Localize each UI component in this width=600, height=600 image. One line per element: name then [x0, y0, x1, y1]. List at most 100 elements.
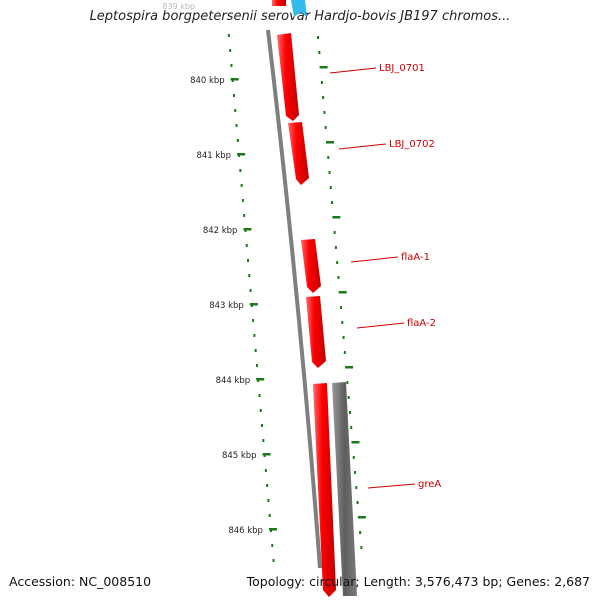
outer-ring-tick: [328, 171, 331, 174]
ruler-major-tick: [243, 228, 252, 231]
outer-ring-tick: [351, 441, 360, 444]
gene-arrow-greA: [313, 383, 336, 597]
outer-ring-tick: [356, 501, 359, 504]
outer-ring-tick: [338, 291, 347, 294]
outer-ring-tick: [334, 246, 337, 249]
outer-ring-tick: [342, 336, 345, 339]
ruler-major-tick: [268, 528, 277, 531]
ruler-minor-tick: [266, 484, 269, 487]
outer-ring-tick: [336, 261, 339, 264]
ruler-minor-tick: [248, 274, 251, 277]
outer-ring-tick: [346, 381, 349, 384]
outer-ring-tick: [348, 411, 351, 414]
ruler-minor-tick: [232, 94, 235, 97]
outer-ring-tick: [329, 186, 332, 189]
gene-label-flaA-2: flaA-2: [407, 318, 436, 329]
leader-greA: [367, 483, 416, 489]
outer-ring-tick: [350, 426, 353, 429]
ruler-minor-tick: [264, 469, 267, 472]
footer-topology: Topology: circular; Length: 3,576,473 bp…: [246, 574, 590, 589]
outer-ring-tick: [322, 96, 325, 99]
gene-arrow-LBJ_0701: [277, 33, 299, 121]
outer-ring-tick: [319, 66, 328, 69]
ruler-minor-tick: [239, 169, 242, 172]
outer-ring-tick: [324, 126, 327, 129]
ruler-minor-tick: [245, 244, 248, 247]
ruler-minor-tick: [235, 124, 238, 127]
ruler-minor-tick: [241, 199, 244, 202]
leader-LBJ_0701: [329, 67, 377, 74]
outer-ring-tick: [355, 486, 358, 489]
outer-ring-tick: [332, 216, 341, 219]
outer-ring-tick: [360, 546, 363, 549]
ruler-tick-label: 843 kbp: [209, 301, 244, 311]
ruler-minor-tick: [229, 49, 232, 52]
ruler-inner: [227, 34, 277, 562]
ruler-minor-tick: [259, 409, 262, 412]
gene-arrow-LBJ_0702: [288, 122, 309, 185]
ruler-tick-label: 845 kbp: [222, 451, 257, 461]
ruler-minor-tick: [243, 214, 246, 217]
ruler-tick-label: 846 kbp: [228, 526, 263, 536]
outer-ring-tick: [340, 306, 343, 309]
ruler-major-tick: [262, 453, 271, 456]
ruler-minor-tick: [258, 394, 261, 397]
ruler-major-tick: [249, 303, 258, 306]
outer-ring-tick: [354, 471, 357, 474]
outer-ring-tick: [341, 321, 344, 324]
backbone-line: [266, 29, 322, 569]
gene-arrow-reverse: [332, 382, 357, 596]
outer-ring-tick: [347, 396, 350, 399]
outer-ring-tick: [318, 51, 321, 54]
ruler-minor-tick: [272, 559, 275, 562]
ruler-minor-tick: [254, 349, 257, 352]
ruler-tick-label: 842 kbp: [203, 226, 238, 236]
leader-flaA-1: [350, 256, 399, 263]
ruler-minor-tick: [234, 109, 237, 112]
footer-accession: Accession: NC_008510: [9, 574, 152, 589]
ruler-minor-tick: [255, 364, 258, 367]
leader-LBJ_0702: [338, 143, 387, 150]
outer-ring-tick: [337, 276, 340, 279]
leader-flaA-2: [356, 322, 405, 329]
ruler-major-tick: [256, 378, 265, 381]
gene-label-greA: greA: [418, 479, 441, 490]
ruler-major-tick: [230, 78, 239, 81]
gene-label-flaA-1: flaA-1: [401, 252, 430, 263]
gene-label-LBJ_0701: LBJ_0701: [379, 63, 425, 74]
gene-arrow-top-partial: [272, 0, 286, 6]
ruler-minor-tick: [230, 64, 233, 67]
ruler-minor-tick: [240, 184, 243, 187]
gene-arrow-flaA-1: [301, 239, 321, 293]
feature-top-cyan: [291, 0, 307, 17]
ruler-major-tick: [237, 153, 246, 156]
outer-ring-tick: [359, 531, 362, 534]
ruler-tick-label: 844 kbp: [216, 376, 251, 386]
outer-ring-tick: [331, 201, 334, 204]
outer-ring-tick: [352, 456, 355, 459]
ruler-outer: [317, 36, 366, 549]
outer-ring-tick: [323, 111, 326, 114]
ruler-minor-tick: [267, 499, 270, 502]
ruler-minor-tick: [262, 439, 265, 442]
ruler-minor-tick: [227, 34, 230, 37]
ruler-minor-tick: [253, 334, 256, 337]
ruler-minor-tick: [247, 259, 250, 262]
ruler-minor-tick: [236, 139, 239, 142]
ruler-minor-tick: [268, 514, 271, 517]
ruler-labels: 840 kbp 841 kbp 842 kbp 843 kbp 844 kbp 845 k…: [190, 76, 263, 536]
ruler-minor-tick: [271, 544, 274, 547]
ruler-minor-tick: [249, 289, 252, 292]
outer-ring-tick: [333, 231, 336, 234]
outer-ring-tick: [357, 516, 366, 519]
ruler-minor-tick: [261, 424, 264, 427]
ruler-label-partial: 839 kbp: [162, 2, 195, 11]
map-title: Leptospira borgpetersenii serovar Hardjo…: [89, 9, 511, 24]
outer-ring-tick: [325, 141, 334, 144]
outer-ring-tick: [343, 351, 346, 354]
ruler-minor-tick: [252, 319, 255, 322]
outer-ring-tick: [320, 81, 323, 84]
gene-label-LBJ_0702: LBJ_0702: [389, 139, 435, 150]
gene-arrow-flaA-2: [306, 296, 326, 368]
